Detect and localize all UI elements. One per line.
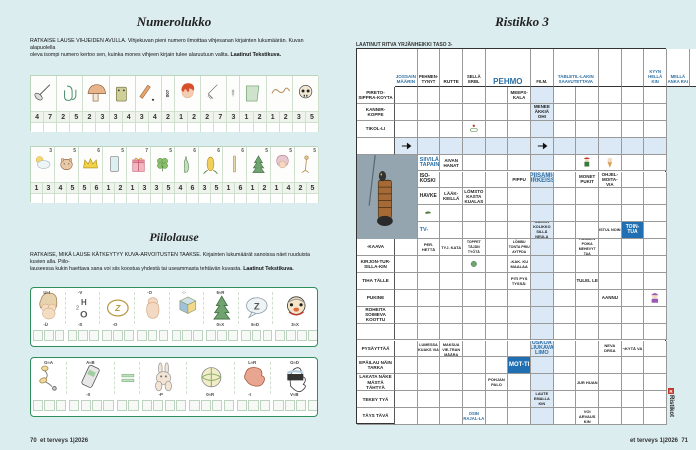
svg-text:Z: Z — [254, 302, 260, 313]
svg-text:007: 007 — [165, 89, 170, 97]
svg-text:O: O — [80, 309, 87, 320]
svg-text:H: H — [81, 298, 87, 307]
svg-text:2: 2 — [76, 306, 79, 312]
svg-text:Z: Z — [114, 303, 121, 313]
